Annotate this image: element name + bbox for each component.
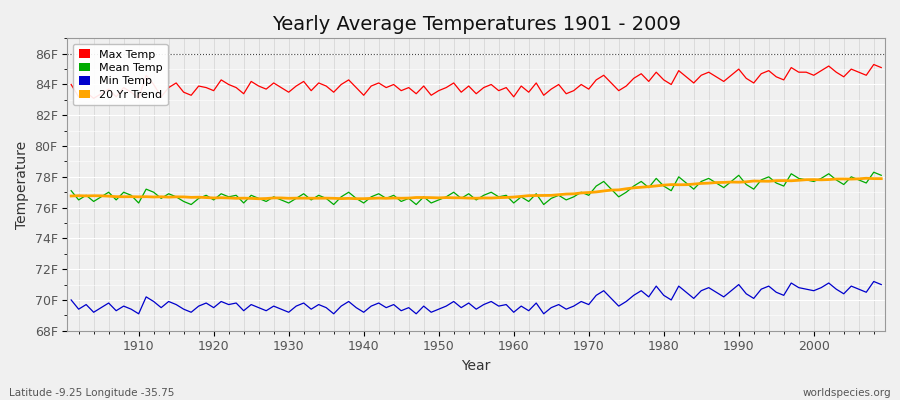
Legend: Max Temp, Mean Temp, Min Temp, 20 Yr Trend: Max Temp, Mean Temp, Min Temp, 20 Yr Tre… (73, 44, 167, 106)
Text: worldspecies.org: worldspecies.org (803, 388, 891, 398)
Text: Latitude -9.25 Longitude -35.75: Latitude -9.25 Longitude -35.75 (9, 388, 175, 398)
Title: Yearly Average Temperatures 1901 - 2009: Yearly Average Temperatures 1901 - 2009 (272, 15, 680, 34)
Y-axis label: Temperature: Temperature (15, 140, 29, 228)
X-axis label: Year: Year (462, 359, 490, 373)
